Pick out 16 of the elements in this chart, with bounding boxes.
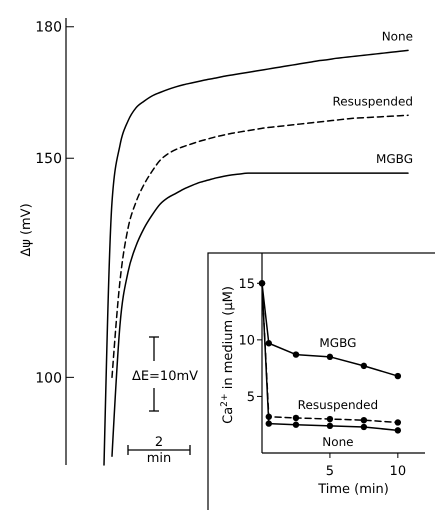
y-tick-label: 150 xyxy=(35,151,62,168)
x-axis-title: Time (min) xyxy=(317,482,389,497)
series-label: None xyxy=(322,434,354,449)
series-label: MGBG xyxy=(319,336,356,350)
series-label: None xyxy=(382,29,413,44)
y-axis-title: Δψ (mV) xyxy=(19,203,34,257)
annotation: 2 min xyxy=(146,435,172,466)
series-label: Resuspended xyxy=(298,398,378,412)
series-label: MGBG xyxy=(376,152,413,166)
y-tick-label: 15 xyxy=(238,276,255,292)
y-tick-label: 100 xyxy=(35,370,62,386)
series-label: Resuspended xyxy=(332,94,413,108)
y-tick-label: 10 xyxy=(238,333,255,348)
annotation: ΔE=10mV xyxy=(132,369,198,384)
y-tick-label: 180 xyxy=(35,20,62,36)
y-tick-label: 5 xyxy=(246,390,255,405)
